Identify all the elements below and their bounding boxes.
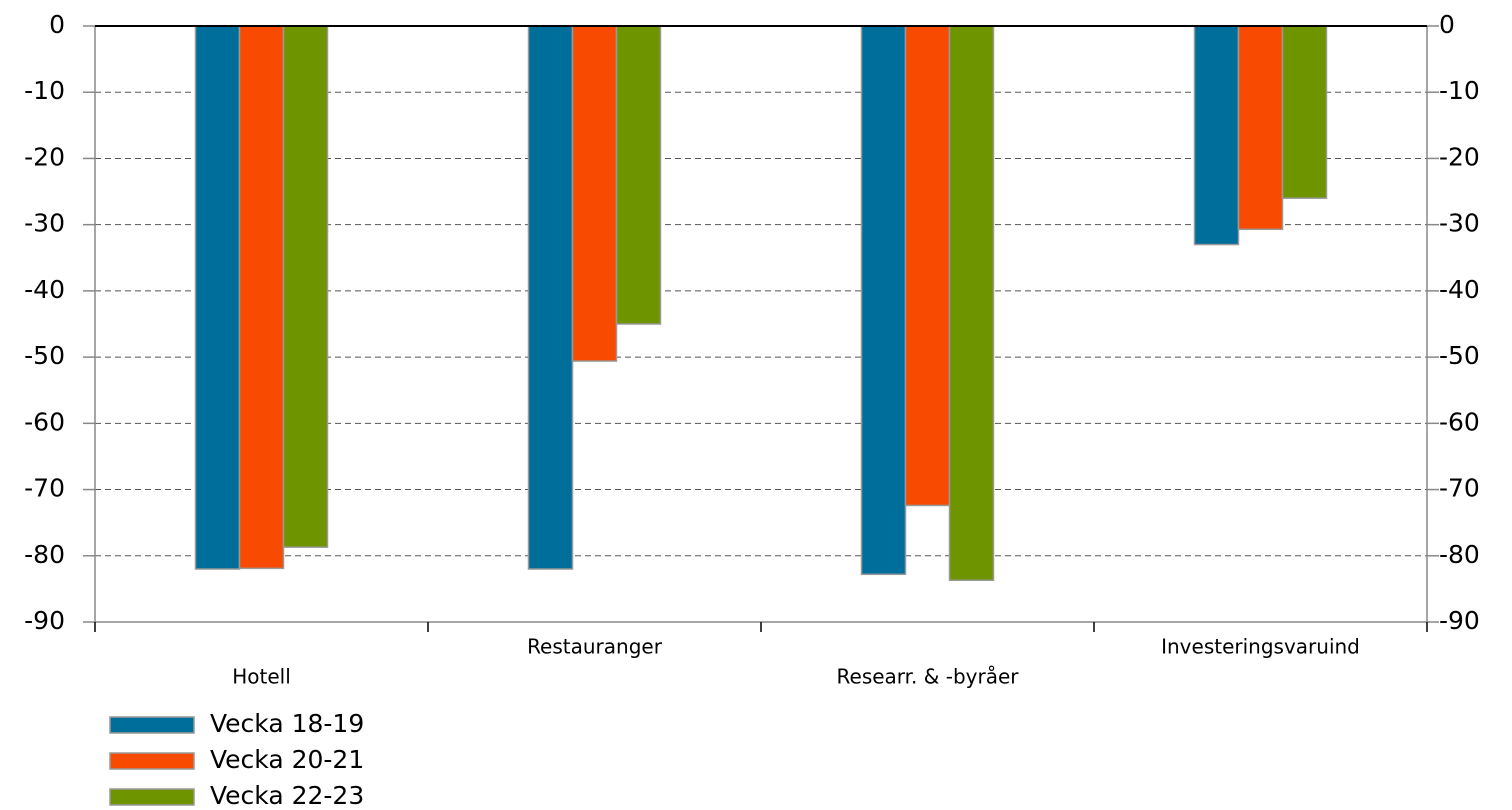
bar (615, 25, 662, 325)
x-tick-label: Restauranger (527, 635, 663, 659)
legend-label: Vecka 20-21 (210, 745, 364, 774)
legend-label: Vecka 18-19 (210, 709, 364, 738)
y2-tick-label: 0 (1439, 10, 1455, 39)
y2-tick-label: -20 (1439, 142, 1480, 171)
y-tick-label: -60 (24, 407, 65, 436)
y-tick-label: -70 (24, 474, 65, 503)
bar (1193, 25, 1240, 246)
legend-label: Vecka 22-23 (210, 781, 364, 810)
y2-tick-label: -80 (1439, 540, 1480, 569)
legend-swatch (109, 788, 195, 806)
y2-tick-label: -50 (1439, 341, 1480, 370)
y-tick-label: 0 (49, 10, 65, 39)
y2-tick-label: -70 (1439, 474, 1480, 503)
y-tick-label: -30 (24, 209, 65, 238)
legend-swatch (109, 752, 195, 770)
bar (238, 25, 285, 570)
y2-tick-label: -30 (1439, 209, 1480, 238)
bar (571, 25, 618, 362)
y2-tick-label: -40 (1439, 275, 1480, 304)
y-tick-label: -10 (24, 76, 65, 105)
x-tick-label: Investeringsvaruind (1161, 635, 1360, 659)
bar (527, 25, 574, 570)
bar (194, 25, 241, 570)
bar (860, 25, 907, 576)
bar (948, 25, 995, 582)
y-tick-label: -50 (24, 341, 65, 370)
x-tick-label: Hotell (232, 665, 291, 689)
bar (904, 25, 951, 507)
bar (1281, 25, 1328, 199)
y-tick-label: -40 (24, 275, 65, 304)
y-tick-label: -90 (24, 606, 65, 635)
y-tick-label: -80 (24, 540, 65, 569)
bar (1237, 25, 1284, 231)
y2-tick-label: -60 (1439, 407, 1480, 436)
y-tick-label: -20 (24, 142, 65, 171)
y2-tick-label: -90 (1439, 606, 1480, 635)
y2-tick-label: -10 (1439, 76, 1480, 105)
bar (282, 25, 329, 548)
x-tick-label: Researr. & -byråer (837, 665, 1020, 689)
legend-swatch (109, 716, 195, 734)
